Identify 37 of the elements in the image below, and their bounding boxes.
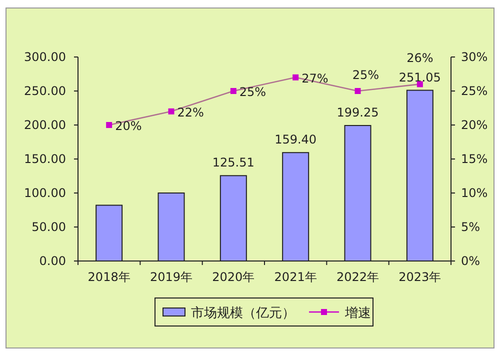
y-tick-label: 50.00 — [32, 220, 66, 234]
legend-label: 市场规模（亿元） — [191, 306, 295, 321]
data-label: 25% — [239, 85, 266, 99]
point — [106, 122, 112, 128]
data-label: 125.51 — [212, 156, 254, 170]
data-label: 159.40 — [274, 132, 317, 147]
x-tick-label: 2020年 — [212, 270, 255, 284]
y-tick-label: 0.00 — [39, 254, 66, 268]
y-tick-label: 150.00 — [24, 152, 66, 166]
y2-tick-label: 10% — [461, 186, 488, 200]
x-tick-label: 2021年 — [274, 270, 317, 284]
data-label: 22% — [177, 105, 204, 120]
y-tick-label: 200.00 — [24, 118, 66, 132]
x-tick-label: 2022年 — [336, 270, 380, 284]
point — [230, 88, 236, 94]
data-label: 25% — [352, 68, 380, 82]
data-label: 20% — [115, 119, 142, 133]
y2-tick-label: 5% — [461, 220, 480, 234]
data-label: 27% — [302, 71, 328, 86]
point — [168, 108, 174, 114]
data-label: 251.05 — [398, 70, 441, 84]
y2-tick-label: 30% — [461, 50, 488, 64]
x-tick-label: 2019年 — [150, 270, 193, 284]
y-tick-label: 100.00 — [24, 186, 66, 200]
y-tick-label: 250.00 — [24, 84, 66, 98]
y2-tick-label: 25% — [461, 84, 488, 98]
data-label: 199.25 — [336, 106, 379, 120]
y2-tick-label: 0% — [461, 254, 480, 268]
point — [292, 74, 299, 80]
point — [354, 88, 361, 94]
x-tick-label: 2018年 — [88, 270, 130, 284]
y2-tick-label: 20% — [461, 118, 488, 132]
x-tick-label: 2023年 — [398, 270, 442, 284]
y-tick-label: 300.00 — [24, 50, 66, 64]
y2-tick-label: 15% — [461, 152, 488, 166]
data-label: 26% — [406, 51, 434, 66]
legend-label: 增速 — [344, 306, 371, 321]
